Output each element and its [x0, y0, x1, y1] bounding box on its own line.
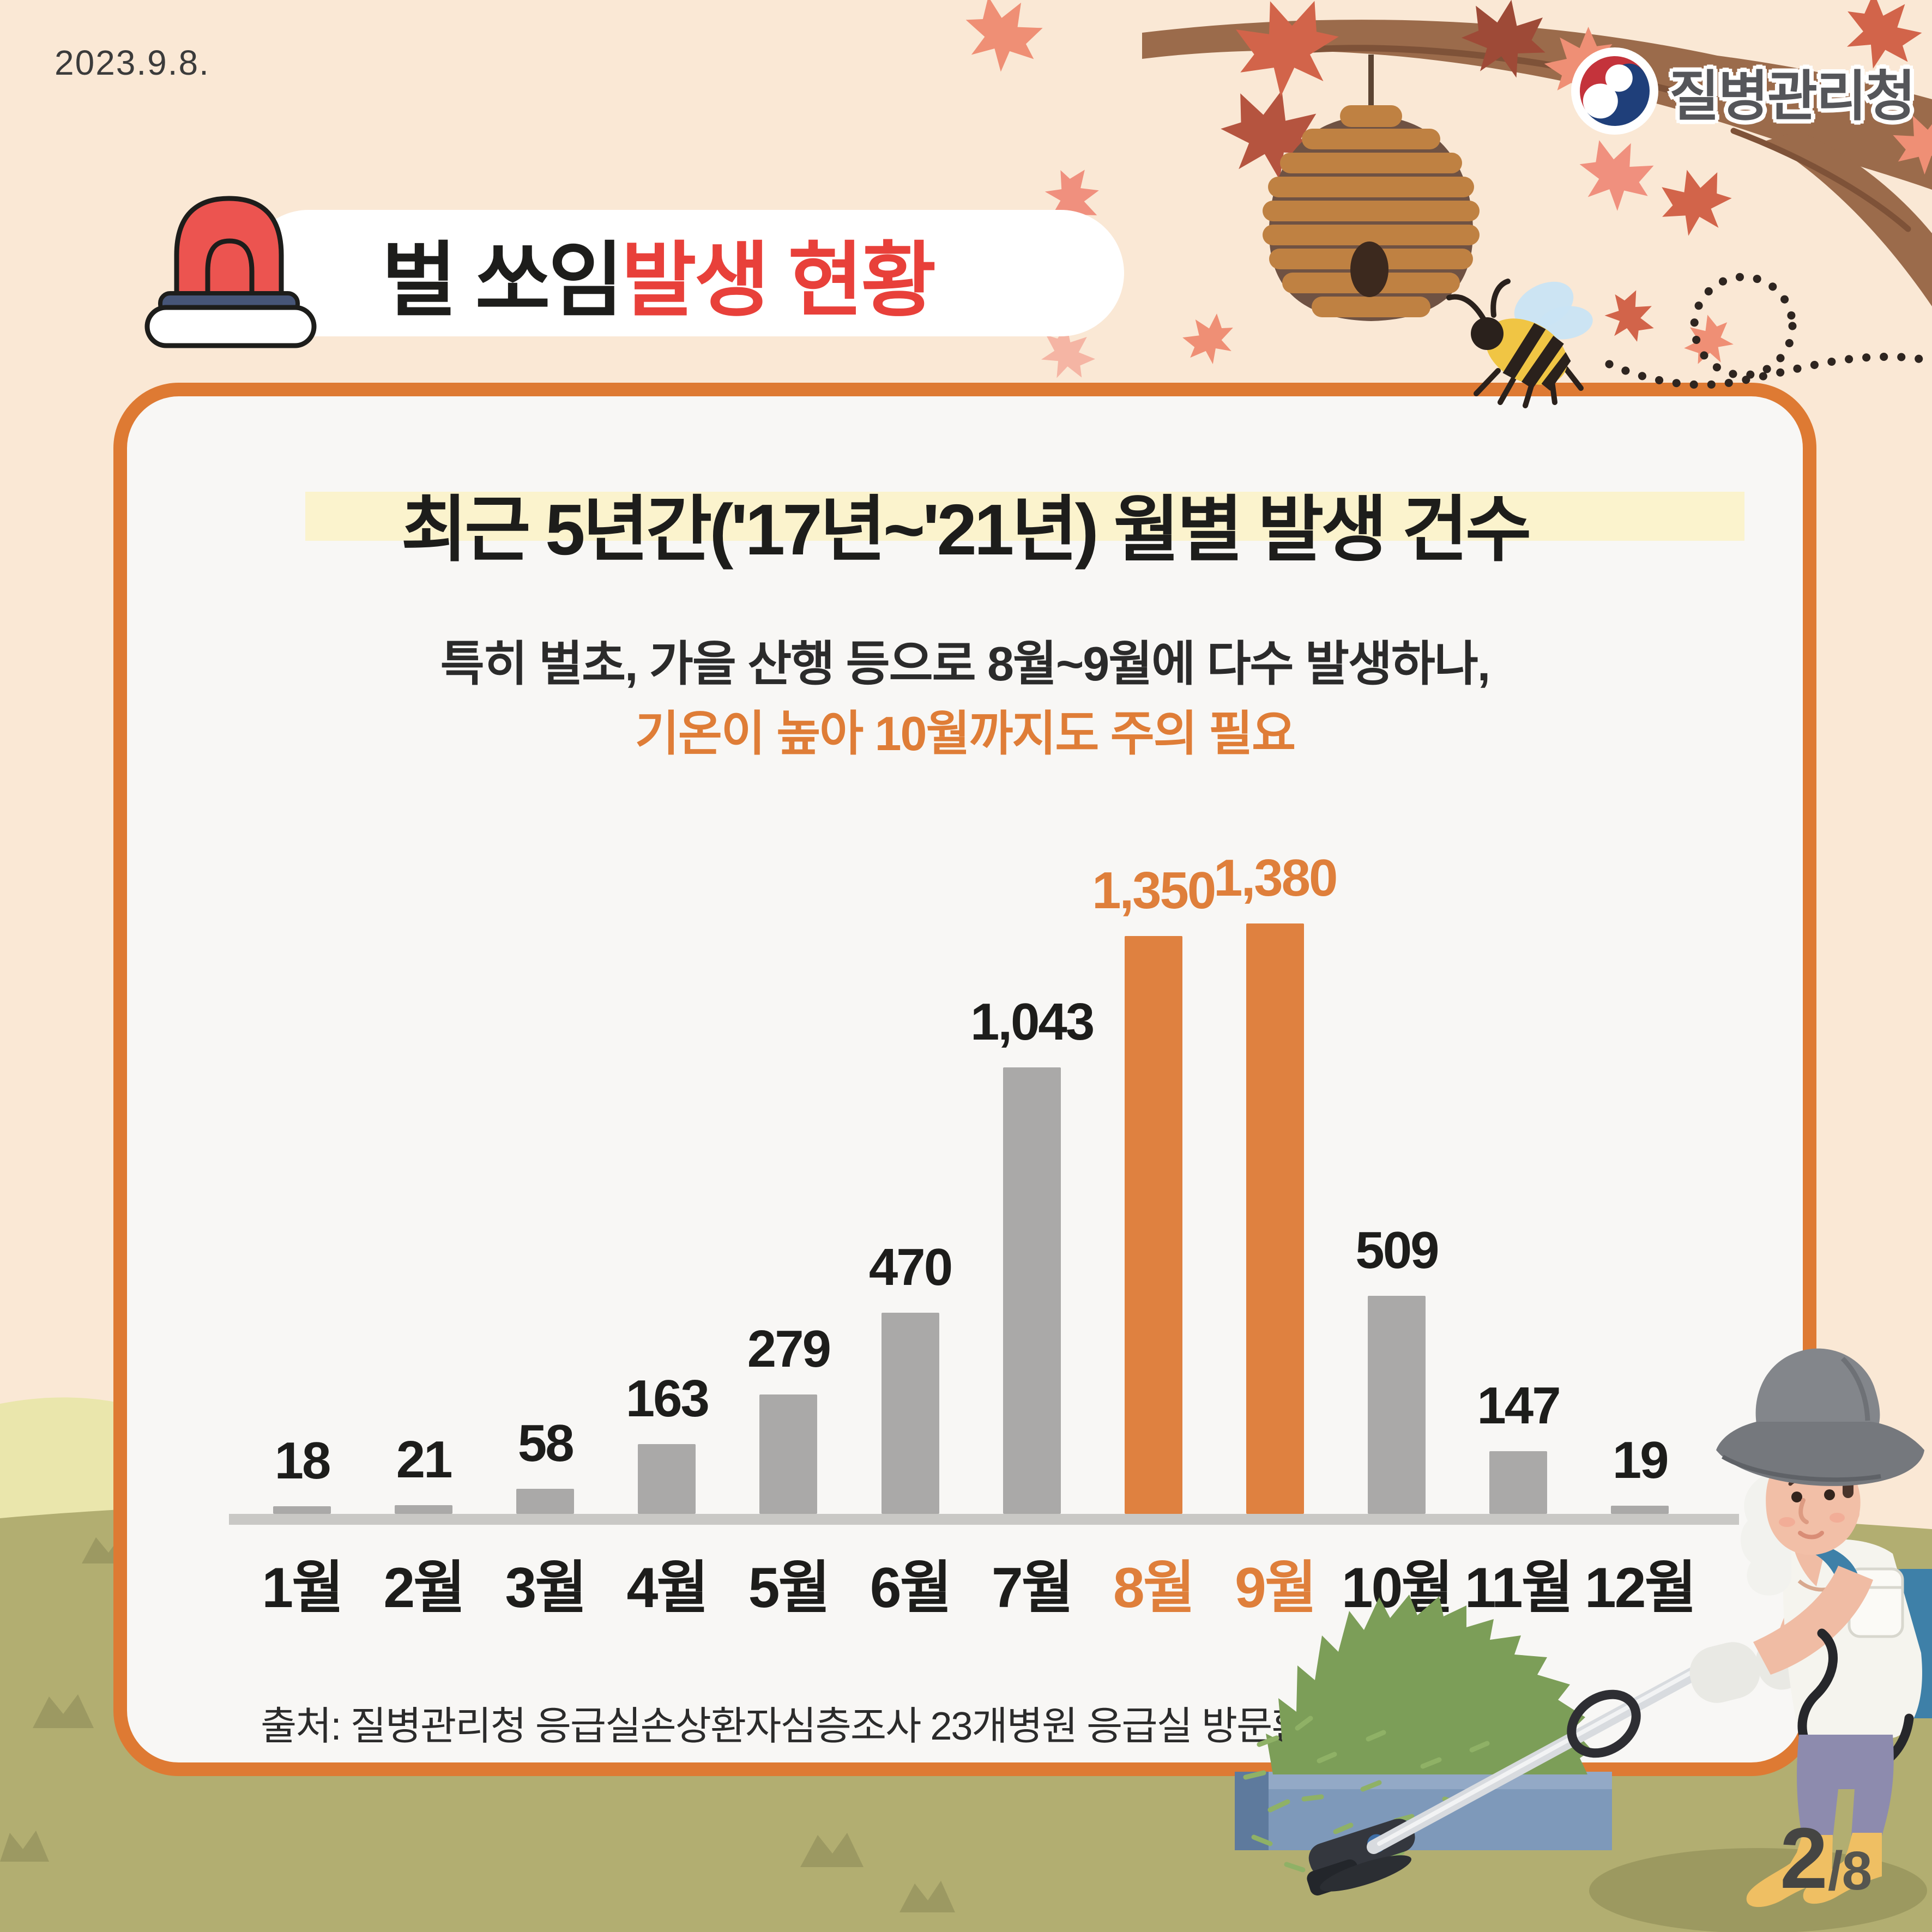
month-label-4월: 4월 [626, 1556, 709, 1620]
bar-11월 [1489, 1451, 1547, 1514]
trimmer-tool [1307, 1657, 1719, 1895]
boots [1746, 1833, 1882, 1907]
bar-1월 [273, 1506, 331, 1514]
month-label-8월: 8월 [1113, 1556, 1196, 1620]
value-label-11월: 147 [1477, 1376, 1561, 1435]
value-label-9월: 1,380 [1213, 849, 1338, 907]
month-label-2월: 2월 [383, 1556, 466, 1620]
bar-5월 [759, 1394, 818, 1514]
chart-baseline [229, 1514, 1739, 1525]
page-indicator: 2 /8 [1780, 1810, 1872, 1906]
month-label-7월: 7월 [991, 1556, 1074, 1620]
card-subtitle-line1: 특히 벌초, 가을 산행 등으로 8월~9월에 다수 발생하나, [440, 637, 1491, 691]
value-label-12월: 19 [1612, 1431, 1669, 1489]
bar-6월 [881, 1313, 939, 1514]
siren-icon [144, 196, 317, 348]
bar-12월 [1611, 1506, 1669, 1514]
monthly-bar-chart: 18 1월 21 2월 58 3월 163 4월 279 5월 470 6월 1,043 7월 1,350 8… [229, 849, 1739, 1620]
kdca-logo: 질병관리청 [1570, 46, 1916, 136]
bucket-hat [1716, 1348, 1924, 1486]
month-label-1월: 1월 [262, 1556, 344, 1620]
bee-flight-trail [1605, 273, 1932, 389]
worker-person [1689, 1348, 1932, 1907]
month-label-5월: 5월 [748, 1556, 831, 1620]
month-label-9월: 9월 [1235, 1556, 1317, 1620]
bar-4월 [638, 1444, 696, 1514]
page-title-black: 벌 쏘임 [382, 234, 624, 326]
bar-9월 [1246, 923, 1304, 1514]
value-label-4월: 163 [625, 1369, 710, 1428]
page-total: /8 [1827, 1840, 1872, 1901]
page-title-red: 발생 현황 [621, 234, 937, 326]
month-label-11월: 11월 [1464, 1556, 1574, 1620]
value-label-10월: 509 [1355, 1221, 1439, 1279]
bar-10월 [1367, 1296, 1426, 1514]
value-label-3월: 58 [517, 1414, 575, 1472]
value-label-5월: 279 [747, 1320, 831, 1378]
logo-text: 질병관리청 [1669, 65, 1916, 127]
bar-2월 [395, 1505, 453, 1514]
chart-card: 최근 5년간('17년~'21년) 월별 발생 건수 특히 벌초, 가을 산행 … [113, 383, 1816, 1776]
value-label-7월: 1,043 [970, 993, 1095, 1051]
source-note: 출처: 질병관리청 응급실손상환자심층조사 23개병원 응급실 방문환자 [261, 1705, 1343, 1748]
title-badge [245, 210, 1124, 336]
month-label-3월: 3월 [505, 1556, 587, 1620]
page-current: 2 [1780, 1810, 1828, 1906]
date-label: 2023.9.8. [55, 43, 210, 82]
beehive-icon [1263, 55, 1480, 321]
month-label-12월: 12월 [1584, 1556, 1696, 1620]
title-highlight [305, 492, 1744, 541]
value-label-6월: 470 [868, 1238, 953, 1296]
bar-7월 [1003, 1067, 1061, 1514]
month-label-6월: 6월 [870, 1556, 952, 1620]
value-label-2월: 21 [396, 1430, 453, 1489]
bar-8월 [1124, 936, 1182, 1514]
card-subtitle-line2: 기온이 높아 10월까지도 주의 필요 [635, 707, 1296, 760]
planter-box [1235, 1772, 1612, 1850]
card-title: 최근 5년간('17년~'21년) 월별 발생 건수 [401, 490, 1532, 570]
taegeuk-logo-icon [1571, 47, 1658, 135]
value-label-8월: 1,350 [1092, 861, 1216, 920]
page-title: 벌 쏘임 발생 현황 [382, 216, 1145, 330]
value-label-1월: 18 [274, 1432, 331, 1490]
bar-3월 [516, 1489, 575, 1514]
bee-icon [1446, 279, 1593, 408]
